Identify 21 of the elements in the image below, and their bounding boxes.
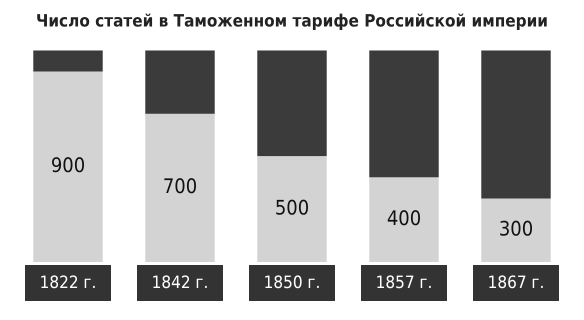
x-tick-label: 1867 г. [488,273,544,293]
x-tick-label: 1822 г. [40,273,96,293]
data-label: 500 [274,195,310,220]
x-tick-label: 1857 г. [376,273,432,293]
data-label: 700 [162,174,198,198]
bar [369,50,439,178]
bar [257,156,327,262]
data-label: 400 [386,206,422,230]
bar [145,50,215,114]
bar [481,50,551,199]
bar [33,50,103,72]
bar [481,198,551,262]
chart-title: Число статей в Таможенном тарифе Российской империи [36,12,548,32]
x-tick-label: 1842 г. [152,273,208,293]
x-tick-label: 1850 г. [264,273,320,293]
data-label: 900 [50,152,86,177]
data-label: 300 [498,216,534,240]
bar [369,177,439,262]
bar [145,114,215,262]
bar [257,50,327,156]
bar [33,72,103,262]
